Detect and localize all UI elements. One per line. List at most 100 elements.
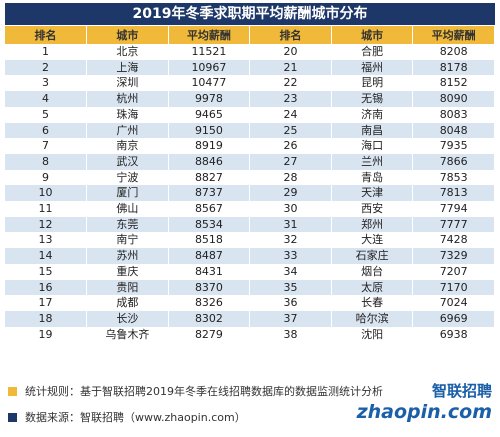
header-cell: 排名 (249, 26, 332, 44)
cell: 海口 (331, 138, 414, 154)
cell: 杭州 (86, 91, 169, 107)
cell: 3 (5, 75, 88, 92)
cell: 27 (249, 153, 332, 170)
cell: 烟台 (331, 263, 414, 280)
cell: 昆明 (331, 75, 414, 92)
cell: 8152 (412, 75, 495, 92)
cell: 南昌 (331, 122, 414, 139)
cell: 8279 (168, 326, 251, 343)
cell: 9978 (168, 91, 251, 107)
row: 7 南京 8919 26 海口 7935 (5, 138, 495, 154)
cell: 7866 (412, 153, 495, 170)
row: 16 贵阳 8370 35 太原 7170 (5, 279, 495, 296)
cell: 长沙 (86, 310, 169, 327)
cell: 太原 (331, 279, 414, 296)
note: 数据来源：智联招聘（www.zhaopin.com） (8, 409, 246, 425)
cell: 哈尔滨 (331, 310, 414, 327)
cell: 佛山 (86, 201, 169, 217)
cell: 珠海 (86, 106, 169, 123)
cell: 21 (249, 59, 332, 76)
header-cell: 城市 (86, 26, 169, 44)
cell: 7853 (412, 169, 495, 186)
cell: 7 (5, 138, 88, 154)
cell: 青岛 (331, 169, 414, 186)
cell: 乌鲁木齐 (86, 326, 169, 343)
cell: 28 (249, 169, 332, 186)
cell: 8737 (168, 185, 251, 202)
row: 12 东莞 8534 31 郑州 7777 (5, 216, 495, 233)
cell: 2 (5, 59, 88, 76)
cell: 8083 (412, 106, 495, 123)
cell: 36 (249, 295, 332, 311)
cell: 8370 (168, 279, 251, 296)
cell: 19 (5, 326, 88, 343)
row: 15 重庆 8431 34 烟台 7207 (5, 263, 495, 280)
row: 17 成都 8326 36 长春 7024 (5, 295, 495, 311)
row: 2 上海 10967 21 福州 8178 (5, 59, 495, 76)
cell: 成都 (86, 295, 169, 311)
cell: 18 (5, 310, 88, 327)
cell: 南京 (86, 138, 169, 154)
cell: 贵阳 (86, 279, 169, 296)
cell: 厦门 (86, 185, 169, 202)
cell: 7794 (412, 201, 495, 217)
cell: 8208 (412, 44, 495, 60)
row: 19 乌鲁木齐 8279 38 沈阳 6938 (5, 326, 495, 343)
cell: 16 (5, 279, 88, 296)
note-text: 数据来源：智联招聘（www.zhaopin.com） (25, 411, 246, 424)
cell: 8567 (168, 201, 251, 217)
cell: 9150 (168, 122, 251, 139)
row: 8 武汉 8846 27 兰州 7866 (5, 153, 495, 170)
cell: 济南 (331, 106, 414, 123)
header-cell: 排名 (5, 26, 88, 44)
cell: 无锡 (331, 91, 414, 107)
cell: 24 (249, 106, 332, 123)
logo-name: 智联招聘 (431, 382, 492, 400)
cell: 29 (249, 185, 332, 202)
cell: 4 (5, 91, 88, 107)
cell: 13 (5, 232, 88, 249)
header-cell: 平均薪酬 (168, 26, 251, 44)
cell: 8178 (412, 59, 495, 76)
cell: 8431 (168, 263, 251, 280)
row: 3 深圳 10477 22 昆明 8152 (5, 75, 495, 92)
row: 10 厦门 8737 29 天津 7813 (5, 185, 495, 202)
cell: 石家庄 (331, 248, 414, 264)
row: 18 长沙 8302 37 哈尔滨 6969 (5, 310, 495, 327)
cell: 10 (5, 185, 88, 202)
cell: 25 (249, 122, 332, 139)
row: 13 南宁 8518 32 大连 7428 (5, 232, 495, 249)
cell: 34 (249, 263, 332, 280)
cell: 宁波 (86, 169, 169, 186)
cell: 南宁 (86, 232, 169, 249)
salary-table: 排名 城市 平均薪酬 排名 城市 平均薪酬 1 北京 11521 20 合肥 8208 2 上海 10967… (5, 26, 495, 343)
cell: 7329 (412, 248, 495, 264)
row: 5 珠海 9465 24 济南 8083 (5, 106, 495, 123)
cell: 7428 (412, 232, 495, 249)
cell: 10967 (168, 59, 251, 76)
cell: 8302 (168, 310, 251, 327)
cell: 17 (5, 295, 88, 311)
cell: 6938 (412, 326, 495, 343)
logo: 智联招聘 zhaopin.com (357, 380, 492, 423)
cell: 沈阳 (331, 326, 414, 343)
cell: 8090 (412, 91, 495, 107)
cell: 福州 (331, 59, 414, 76)
cell: 上海 (86, 59, 169, 76)
cell: 35 (249, 279, 332, 296)
row: 9 宁波 8827 28 青岛 7853 (5, 169, 495, 186)
cell: 8487 (168, 248, 251, 264)
cell: 苏州 (86, 248, 169, 264)
cell: 东莞 (86, 216, 169, 233)
cell: 23 (249, 91, 332, 107)
row: 14 苏州 8487 33 石家庄 7329 (5, 248, 495, 264)
header-cell: 平均薪酬 (412, 26, 495, 44)
cell: 12 (5, 216, 88, 233)
cell: 8048 (412, 122, 495, 139)
cell: 大连 (331, 232, 414, 249)
cell: 9 (5, 169, 88, 186)
cell: 14 (5, 248, 88, 264)
row: 11 佛山 8567 30 西安 7794 (5, 201, 495, 217)
cell: 32 (249, 232, 332, 249)
cell: 1 (5, 44, 88, 60)
